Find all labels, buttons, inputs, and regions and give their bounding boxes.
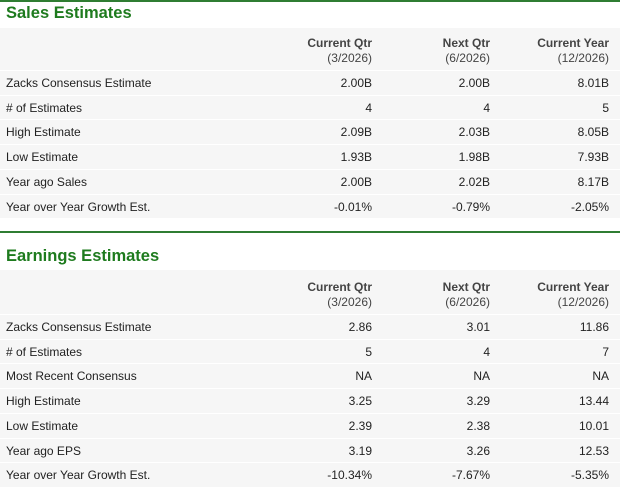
- table-row: High Estimate 3.25 3.29 13.44: [0, 388, 620, 413]
- table-row: High Estimate 2.09B 2.03B 8.05B: [0, 119, 620, 144]
- cell-value: 1.93B: [340, 150, 372, 165]
- column-period: (12/2026): [557, 51, 609, 65]
- table-row: Zacks Consensus Estimate 2.00B 2.00B 8.01B: [0, 70, 620, 95]
- cell-value: 2.38: [466, 418, 490, 433]
- cell-value: 3.25: [348, 394, 372, 409]
- column-header: Current Qtr (3/2026): [307, 280, 372, 310]
- cell-value: 1.98B: [458, 150, 490, 165]
- cell-value: 12.53: [578, 443, 609, 458]
- cell-value: NA: [473, 369, 490, 384]
- cell-value: 11.86: [579, 320, 609, 334]
- cell-value: NA: [355, 369, 372, 384]
- table-row: Year over Year Growth Est. -0.01% -0.79% -2…: [0, 193, 620, 219]
- column-period: (6/2026): [445, 51, 490, 65]
- cell-value: 7.93B: [577, 150, 609, 165]
- table-row: # of Estimates 4 4 5: [0, 94, 620, 120]
- column-header: Next Qtr (6/2026): [443, 280, 490, 310]
- cell-value: -0.79%: [451, 199, 490, 214]
- cell-value: 3.26: [466, 443, 490, 458]
- cell-value: 3.29: [466, 394, 490, 409]
- table-row: # of Estimates 5 4 7: [0, 338, 620, 364]
- column-header: Next Qtr (6/2026): [443, 36, 490, 66]
- row-label: Zacks Consensus Estimate: [6, 320, 152, 334]
- column-period: (6/2026): [445, 295, 490, 309]
- table-row: Most Recent Consensus NA NA NA: [0, 363, 620, 388]
- column-header: Current Qtr (3/2026): [307, 36, 372, 66]
- column-header: Current Year (12/2026): [537, 36, 609, 66]
- section-title: Earnings Estimates: [6, 247, 160, 265]
- table-row: Low Estimate 2.39 2.38 10.01: [0, 412, 620, 438]
- row-label: Year over Year Growth Est.: [6, 199, 151, 214]
- cell-value: 2.86: [348, 320, 372, 334]
- cell-value: 5: [602, 100, 609, 115]
- column-name: Next Qtr: [442, 36, 490, 50]
- cell-value: -0.01%: [333, 199, 372, 214]
- row-label: Year over Year Growth Est.: [6, 468, 151, 483]
- cell-value: 5: [365, 344, 372, 359]
- cell-value: 2.00B: [340, 76, 372, 90]
- row-label: High Estimate: [6, 125, 81, 140]
- cell-value: 8.17B: [577, 174, 609, 189]
- cell-value: 8.01B: [577, 76, 609, 90]
- cell-value: 2.00B: [340, 174, 372, 189]
- column-period: (3/2026): [327, 295, 372, 309]
- cell-value: NA: [592, 369, 609, 384]
- cell-value: 3.19: [348, 443, 372, 458]
- table-row: Year ago Sales 2.00B 2.02B 8.17B: [0, 168, 620, 194]
- column-name: Next Qtr: [442, 280, 490, 294]
- row-label: High Estimate: [6, 394, 81, 409]
- column-name: Current Qtr: [307, 36, 372, 50]
- section-rule: [0, 231, 620, 233]
- row-label: Most Recent Consensus: [6, 369, 137, 384]
- column-period: (3/2026): [327, 51, 372, 65]
- table-row: Year over Year Growth Est. -10.34% -7.67% -…: [0, 462, 620, 487]
- row-label: Year ago EPS: [6, 443, 81, 458]
- cell-value: 8.05B: [577, 125, 609, 140]
- column-period: (12/2026): [557, 295, 609, 309]
- table-row: Year ago EPS 3.19 3.26 12.53: [0, 437, 620, 463]
- table-row: Zacks Consensus Estimate 2.86 3.01 11.86: [0, 314, 620, 339]
- column-name: Current Qtr: [307, 280, 372, 294]
- row-label: Low Estimate: [6, 418, 79, 433]
- column-header: Current Year (12/2026): [537, 280, 609, 310]
- cell-value: 2.39: [348, 418, 372, 433]
- cell-value: 4: [483, 100, 490, 115]
- row-label: Year ago Sales: [6, 174, 87, 189]
- estimates-table: Current Qtr (3/2026) Next Qtr (6/2026) Curre…: [0, 28, 620, 219]
- cell-value: 3.01: [466, 320, 490, 334]
- column-name: Current Year: [537, 280, 609, 294]
- cell-value: 13.44: [578, 394, 609, 409]
- cell-value: 10.01: [578, 418, 609, 433]
- cell-value: 2.09B: [340, 125, 372, 140]
- table-row: Low Estimate 1.93B 1.98B 7.93B: [0, 144, 620, 169]
- row-label: # of Estimates: [6, 344, 83, 359]
- cell-value: 2.02B: [458, 174, 490, 189]
- row-label: Zacks Consensus Estimate: [6, 76, 152, 90]
- cell-value: -10.34%: [327, 468, 372, 483]
- section-rule: [0, 0, 620, 2]
- row-label: Low Estimate: [6, 150, 79, 165]
- cell-value: 2.00B: [458, 76, 490, 90]
- cell-value: -7.67%: [451, 468, 490, 483]
- cell-value: 4: [365, 100, 372, 115]
- cell-value: 2.03B: [458, 125, 490, 140]
- cell-value: -5.35%: [570, 468, 609, 483]
- cell-value: 7: [602, 344, 609, 359]
- cell-value: -2.05%: [570, 199, 609, 214]
- cell-value: 4: [483, 344, 490, 359]
- row-label: # of Estimates: [6, 100, 83, 115]
- estimates-table: Current Qtr (3/2026) Next Qtr (6/2026) Curre…: [0, 270, 620, 487]
- section-title: Sales Estimates: [6, 4, 132, 22]
- column-name: Current Year: [537, 36, 609, 50]
